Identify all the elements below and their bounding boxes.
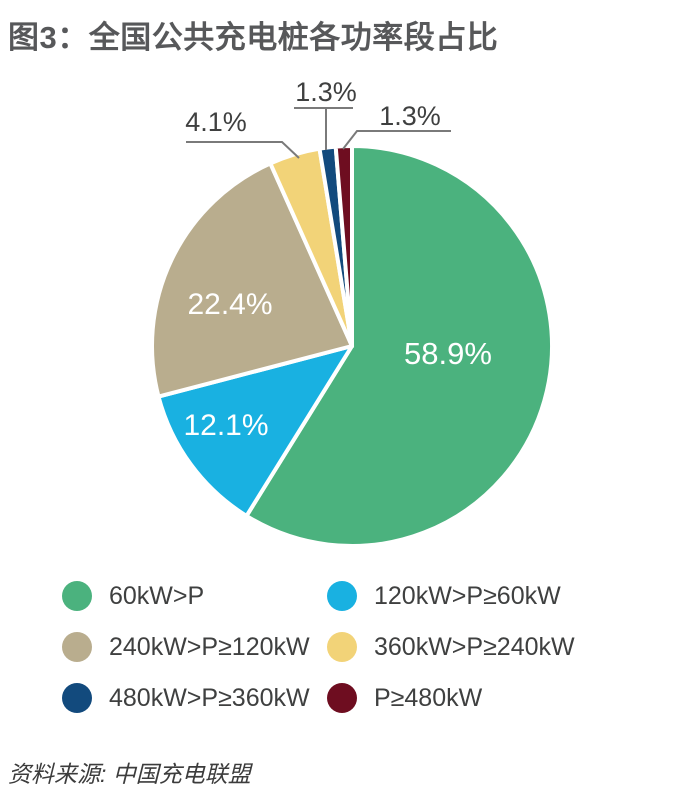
pie-slice-0 (244, 144, 554, 548)
callout-leader-line (186, 141, 300, 159)
callout-value-label: 4.1% (185, 107, 247, 137)
legend-swatch-icon (327, 581, 357, 611)
legend-label: 60kW>P (109, 581, 205, 610)
callout-leader-line (342, 130, 451, 150)
legend-label: 120kW>P≥60kW (374, 581, 561, 610)
legend-item-5: P≥480kW (327, 682, 575, 714)
legend-item-4: 480kW>P≥360kW (62, 682, 327, 714)
callout-value-label: 1.3% (379, 101, 441, 131)
legend-label: 360kW>P≥240kW (374, 632, 575, 661)
legend-item-1: 120kW>P≥60kW (327, 580, 575, 612)
callout-lines (186, 107, 451, 159)
pie-slices (150, 144, 554, 548)
legend-swatch-icon (62, 683, 92, 713)
slice-value-label: 22.4% (187, 288, 272, 321)
legend-label: P≥480kW (374, 683, 483, 712)
legend-swatch-icon (62, 632, 92, 662)
callout-value-label: 1.3% (295, 77, 357, 107)
pie-slice-2 (150, 161, 354, 399)
legend-swatch-icon (62, 581, 92, 611)
legend-item-2: 240kW>P≥120kW (62, 631, 327, 663)
pie-chart: 58.9% 12.1% 22.4% 4.1% 1.3% 1.3% (150, 77, 554, 548)
legend-item-0: 60kW>P (62, 580, 327, 612)
legend-swatch-icon (327, 632, 357, 662)
legend-label: 240kW>P≥120kW (109, 632, 310, 661)
pie-slice-1 (156, 344, 354, 518)
legend-item-3: 360kW>P≥240kW (327, 631, 575, 663)
legend-swatch-icon (327, 683, 357, 713)
slice-value-label: 58.9% (404, 336, 492, 371)
legend: 60kW>P 120kW>P≥60kW 240kW>P≥120kW 360kW>P≥2… (62, 580, 575, 714)
slice-labels: 58.9% 12.1% 22.4% 4.1% 1.3% 1.3% (183, 77, 491, 442)
figure-title: 图3：全国公共充电桩各功率段占比 (8, 20, 499, 55)
source-note: 资料来源: 中国充电联盟 (8, 761, 251, 787)
pie-slice-5 (333, 144, 354, 348)
slice-value-label: 12.1% (183, 409, 268, 442)
legend-label: 480kW>P≥360kW (109, 683, 310, 712)
